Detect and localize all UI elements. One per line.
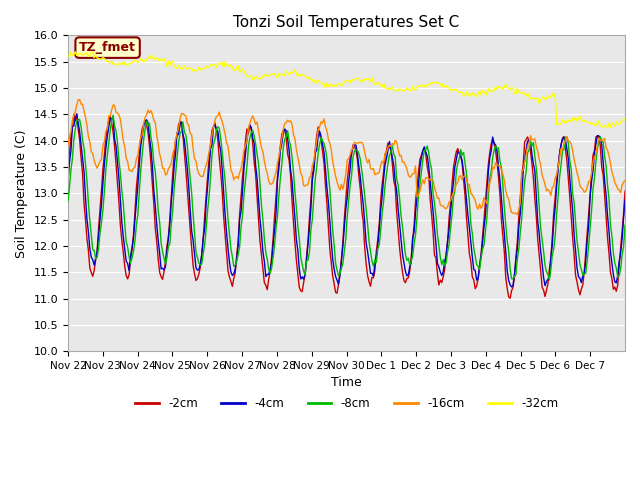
Y-axis label: Soil Temperature (C): Soil Temperature (C): [15, 129, 28, 257]
Text: TZ_fmet: TZ_fmet: [79, 41, 136, 54]
Legend: -2cm, -4cm, -8cm, -16cm, -32cm: -2cm, -4cm, -8cm, -16cm, -32cm: [130, 392, 563, 415]
X-axis label: Time: Time: [331, 376, 362, 389]
Title: Tonzi Soil Temperatures Set C: Tonzi Soil Temperatures Set C: [234, 15, 460, 30]
